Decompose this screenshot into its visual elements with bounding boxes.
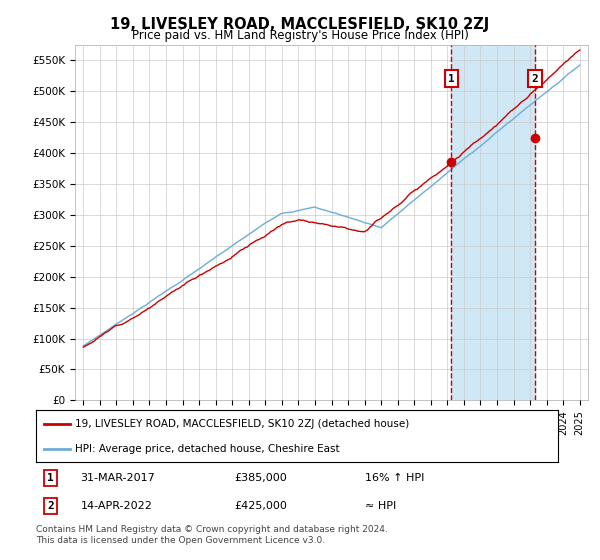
Text: 1: 1 [448,74,455,84]
Text: 1: 1 [47,473,54,483]
Text: HPI: Average price, detached house, Cheshire East: HPI: Average price, detached house, Ches… [75,444,340,454]
Text: 14-APR-2022: 14-APR-2022 [80,501,152,511]
Text: £385,000: £385,000 [235,473,287,483]
Text: £425,000: £425,000 [235,501,287,511]
Text: ≈ HPI: ≈ HPI [365,501,396,511]
Text: 2: 2 [47,501,54,511]
Text: 16% ↑ HPI: 16% ↑ HPI [365,473,424,483]
Text: 19, LIVESLEY ROAD, MACCLESFIELD, SK10 2ZJ (detached house): 19, LIVESLEY ROAD, MACCLESFIELD, SK10 2Z… [75,419,409,429]
Text: Contains HM Land Registry data © Crown copyright and database right 2024.
This d: Contains HM Land Registry data © Crown c… [36,525,388,545]
Text: 19, LIVESLEY ROAD, MACCLESFIELD, SK10 2ZJ: 19, LIVESLEY ROAD, MACCLESFIELD, SK10 2Z… [110,17,490,32]
Text: 2: 2 [532,74,538,84]
Text: 31-MAR-2017: 31-MAR-2017 [80,473,155,483]
Bar [451,45,535,400]
Text: Price paid vs. HM Land Registry's House Price Index (HPI): Price paid vs. HM Land Registry's House … [131,29,469,42]
